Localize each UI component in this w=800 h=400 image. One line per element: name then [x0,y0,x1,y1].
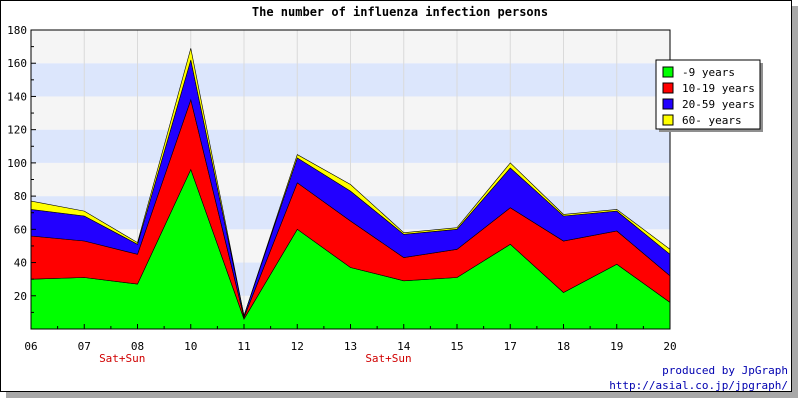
x-tick-label: 11 [237,340,250,353]
y-tick-label: 180 [7,24,27,37]
x-tick-label: 10 [184,340,197,353]
y-tick-label: 120 [7,124,27,137]
legend-swatch [662,82,674,94]
legend-swatch [662,98,674,110]
legend-label: 60- years [682,114,742,127]
legend-swatch [662,114,674,126]
y-tick-label: 40 [14,257,27,270]
annotation-label: Sat+Sun [365,352,411,365]
credit-url[interactable]: http://asial.co.jp/jpgraph/ [609,379,788,392]
chart-title: The number of influenza infection person… [252,5,548,19]
y-tick-label: 80 [14,190,27,203]
y-tick-label: 20 [14,290,27,303]
x-tick-label: 12 [291,340,304,353]
y-tick-label: 160 [7,57,27,70]
x-tick-label: 18 [557,340,570,353]
legend-label: -9 years [682,66,735,79]
legend-label: 10-19 years [682,82,755,95]
credit-text: produced by JpGraph [662,364,788,377]
x-tick-label: 07 [78,340,91,353]
x-tick-label: 06 [24,340,37,353]
x-tick-label: 17 [504,340,517,353]
frame-shadow-right [792,6,798,398]
y-tick-label: 60 [14,223,27,236]
x-tick-label: 15 [450,340,463,353]
x-tick-label: 08 [131,340,144,353]
x-tick-label: 20 [663,340,676,353]
x-tick-label: 14 [397,340,411,353]
y-tick-label: 140 [7,90,27,103]
legend-swatch [662,66,674,78]
y-axis: 20 40 60 80 100 120 140 160 180 [7,24,36,329]
y-tick-label: 100 [7,157,27,170]
x-tick-label: 13 [344,340,357,353]
annotations: Sat+Sun Sat+Sun [99,352,412,365]
legend-label: 20-59 years [682,98,755,111]
x-axis: 06 07 08 10 11 12 13 14 15 17 18 19 20 [24,324,677,353]
annotation-label: Sat+Sun [99,352,145,365]
frame-shadow-bottom [6,392,798,398]
legend: -9 years 10-19 years 20-59 years 60- years [655,59,763,132]
x-tick-label: 19 [610,340,623,353]
